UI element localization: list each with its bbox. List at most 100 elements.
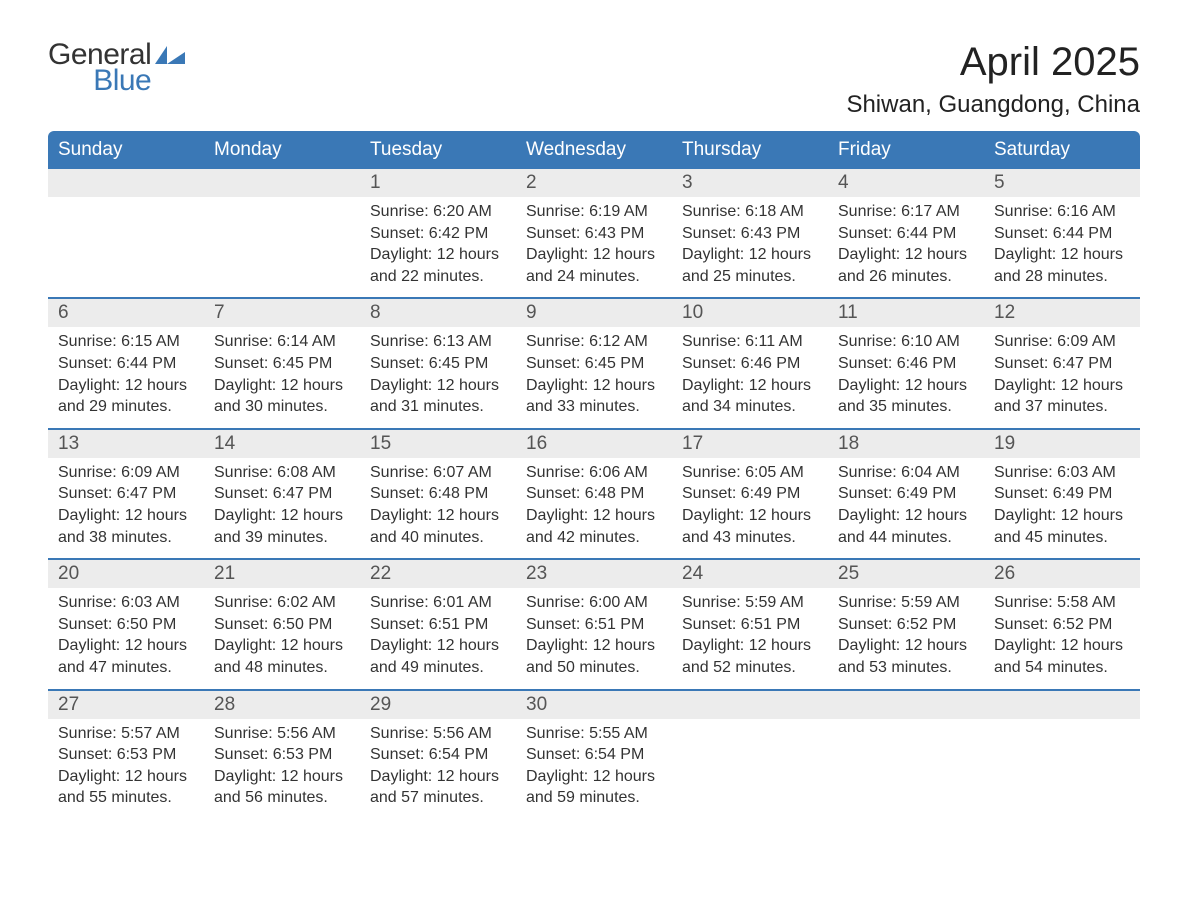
sunrise-line: Sunrise: 6:01 AM: [370, 592, 506, 614]
daylight-line: Daylight: 12 hours and 30 minutes.: [214, 375, 350, 418]
sunset-line: Sunset: 6:45 PM: [370, 353, 506, 375]
sunset-line: Sunset: 6:53 PM: [58, 744, 194, 766]
sunset-line: Sunset: 6:42 PM: [370, 223, 506, 245]
daylight-line: Daylight: 12 hours and 48 minutes.: [214, 635, 350, 678]
day-body: Sunrise: 6:00 AMSunset: 6:51 PMDaylight:…: [516, 588, 672, 688]
title-block: April 2025 Shiwan, Guangdong, China: [846, 40, 1140, 127]
weekday-header: Tuesday: [360, 131, 516, 169]
day-cell: [48, 169, 204, 297]
sunrise-line: Sunrise: 6:02 AM: [214, 592, 350, 614]
daylight-line: Daylight: 12 hours and 29 minutes.: [58, 375, 194, 418]
sunrise-line: Sunrise: 6:16 AM: [994, 201, 1130, 223]
sunset-line: Sunset: 6:44 PM: [838, 223, 974, 245]
sunset-line: Sunset: 6:49 PM: [838, 483, 974, 505]
week-row: 13Sunrise: 6:09 AMSunset: 6:47 PMDayligh…: [48, 428, 1140, 558]
sunset-line: Sunset: 6:50 PM: [214, 614, 350, 636]
daylight-line: Daylight: 12 hours and 24 minutes.: [526, 244, 662, 287]
day-cell: 30Sunrise: 5:55 AMSunset: 6:54 PMDayligh…: [516, 691, 672, 819]
daylight-line: Daylight: 12 hours and 54 minutes.: [994, 635, 1130, 678]
sunset-line: Sunset: 6:49 PM: [682, 483, 818, 505]
day-body: Sunrise: 6:02 AMSunset: 6:50 PMDaylight:…: [204, 588, 360, 688]
day-cell: 15Sunrise: 6:07 AMSunset: 6:48 PMDayligh…: [360, 430, 516, 558]
day-number: 18: [828, 430, 984, 458]
day-body: Sunrise: 6:09 AMSunset: 6:47 PMDaylight:…: [48, 458, 204, 558]
day-body: [672, 719, 828, 733]
day-body: Sunrise: 6:06 AMSunset: 6:48 PMDaylight:…: [516, 458, 672, 558]
day-body: Sunrise: 6:15 AMSunset: 6:44 PMDaylight:…: [48, 327, 204, 427]
day-body: Sunrise: 5:57 AMSunset: 6:53 PMDaylight:…: [48, 719, 204, 819]
day-body: Sunrise: 5:56 AMSunset: 6:53 PMDaylight:…: [204, 719, 360, 819]
day-number: 24: [672, 560, 828, 588]
day-number: 16: [516, 430, 672, 458]
day-number: 26: [984, 560, 1140, 588]
sunrise-line: Sunrise: 5:56 AM: [370, 723, 506, 745]
day-number: 14: [204, 430, 360, 458]
daylight-line: Daylight: 12 hours and 43 minutes.: [682, 505, 818, 548]
daylight-line: Daylight: 12 hours and 25 minutes.: [682, 244, 818, 287]
weekday-header: Thursday: [672, 131, 828, 169]
sunrise-line: Sunrise: 5:55 AM: [526, 723, 662, 745]
day-cell: 3Sunrise: 6:18 AMSunset: 6:43 PMDaylight…: [672, 169, 828, 297]
day-number: [672, 691, 828, 719]
day-number: 3: [672, 169, 828, 197]
day-cell: 19Sunrise: 6:03 AMSunset: 6:49 PMDayligh…: [984, 430, 1140, 558]
day-body: [984, 719, 1140, 733]
sunset-line: Sunset: 6:53 PM: [214, 744, 350, 766]
sunset-line: Sunset: 6:45 PM: [526, 353, 662, 375]
daylight-line: Daylight: 12 hours and 38 minutes.: [58, 505, 194, 548]
sunrise-line: Sunrise: 6:03 AM: [58, 592, 194, 614]
day-body: Sunrise: 5:58 AMSunset: 6:52 PMDaylight:…: [984, 588, 1140, 688]
sunrise-line: Sunrise: 5:57 AM: [58, 723, 194, 745]
sunset-line: Sunset: 6:44 PM: [994, 223, 1130, 245]
day-cell: 22Sunrise: 6:01 AMSunset: 6:51 PMDayligh…: [360, 560, 516, 688]
day-body: Sunrise: 6:17 AMSunset: 6:44 PMDaylight:…: [828, 197, 984, 297]
page-header: General Blue April 2025 Shiwan, Guangdon…: [48, 40, 1140, 127]
day-cell: 10Sunrise: 6:11 AMSunset: 6:46 PMDayligh…: [672, 299, 828, 427]
daylight-line: Daylight: 12 hours and 55 minutes.: [58, 766, 194, 809]
day-number: 10: [672, 299, 828, 327]
day-body: Sunrise: 5:56 AMSunset: 6:54 PMDaylight:…: [360, 719, 516, 819]
week-row: 27Sunrise: 5:57 AMSunset: 6:53 PMDayligh…: [48, 689, 1140, 819]
day-cell: 17Sunrise: 6:05 AMSunset: 6:49 PMDayligh…: [672, 430, 828, 558]
day-cell: 25Sunrise: 5:59 AMSunset: 6:52 PMDayligh…: [828, 560, 984, 688]
sunset-line: Sunset: 6:50 PM: [58, 614, 194, 636]
brand-flag-icon: [155, 46, 189, 73]
sunrise-line: Sunrise: 5:59 AM: [682, 592, 818, 614]
day-number: 21: [204, 560, 360, 588]
sunrise-line: Sunrise: 6:08 AM: [214, 462, 350, 484]
weekday-header: Sunday: [48, 131, 204, 169]
day-number: 4: [828, 169, 984, 197]
day-number: 23: [516, 560, 672, 588]
day-cell: 20Sunrise: 6:03 AMSunset: 6:50 PMDayligh…: [48, 560, 204, 688]
sunrise-line: Sunrise: 6:10 AM: [838, 331, 974, 353]
daylight-line: Daylight: 12 hours and 47 minutes.: [58, 635, 194, 678]
daylight-line: Daylight: 12 hours and 35 minutes.: [838, 375, 974, 418]
day-number: 11: [828, 299, 984, 327]
sunrise-line: Sunrise: 6:15 AM: [58, 331, 194, 353]
day-body: Sunrise: 6:20 AMSunset: 6:42 PMDaylight:…: [360, 197, 516, 297]
day-number: 27: [48, 691, 204, 719]
day-number: 8: [360, 299, 516, 327]
day-body: Sunrise: 6:03 AMSunset: 6:49 PMDaylight:…: [984, 458, 1140, 558]
day-cell: 2Sunrise: 6:19 AMSunset: 6:43 PMDaylight…: [516, 169, 672, 297]
sunrise-line: Sunrise: 6:14 AM: [214, 331, 350, 353]
day-body: Sunrise: 5:55 AMSunset: 6:54 PMDaylight:…: [516, 719, 672, 819]
day-cell: [672, 691, 828, 819]
weekday-header: Friday: [828, 131, 984, 169]
day-number: 2: [516, 169, 672, 197]
day-number: 28: [204, 691, 360, 719]
day-cell: 27Sunrise: 5:57 AMSunset: 6:53 PMDayligh…: [48, 691, 204, 819]
day-cell: 21Sunrise: 6:02 AMSunset: 6:50 PMDayligh…: [204, 560, 360, 688]
sunset-line: Sunset: 6:54 PM: [526, 744, 662, 766]
day-cell: 13Sunrise: 6:09 AMSunset: 6:47 PMDayligh…: [48, 430, 204, 558]
day-body: Sunrise: 6:13 AMSunset: 6:45 PMDaylight:…: [360, 327, 516, 427]
daylight-line: Daylight: 12 hours and 42 minutes.: [526, 505, 662, 548]
day-body: [48, 197, 204, 211]
sunrise-line: Sunrise: 6:13 AM: [370, 331, 506, 353]
day-number: 5: [984, 169, 1140, 197]
month-title: April 2025: [846, 40, 1140, 85]
day-number: 22: [360, 560, 516, 588]
day-body: Sunrise: 6:01 AMSunset: 6:51 PMDaylight:…: [360, 588, 516, 688]
sunset-line: Sunset: 6:48 PM: [370, 483, 506, 505]
day-cell: 28Sunrise: 5:56 AMSunset: 6:53 PMDayligh…: [204, 691, 360, 819]
